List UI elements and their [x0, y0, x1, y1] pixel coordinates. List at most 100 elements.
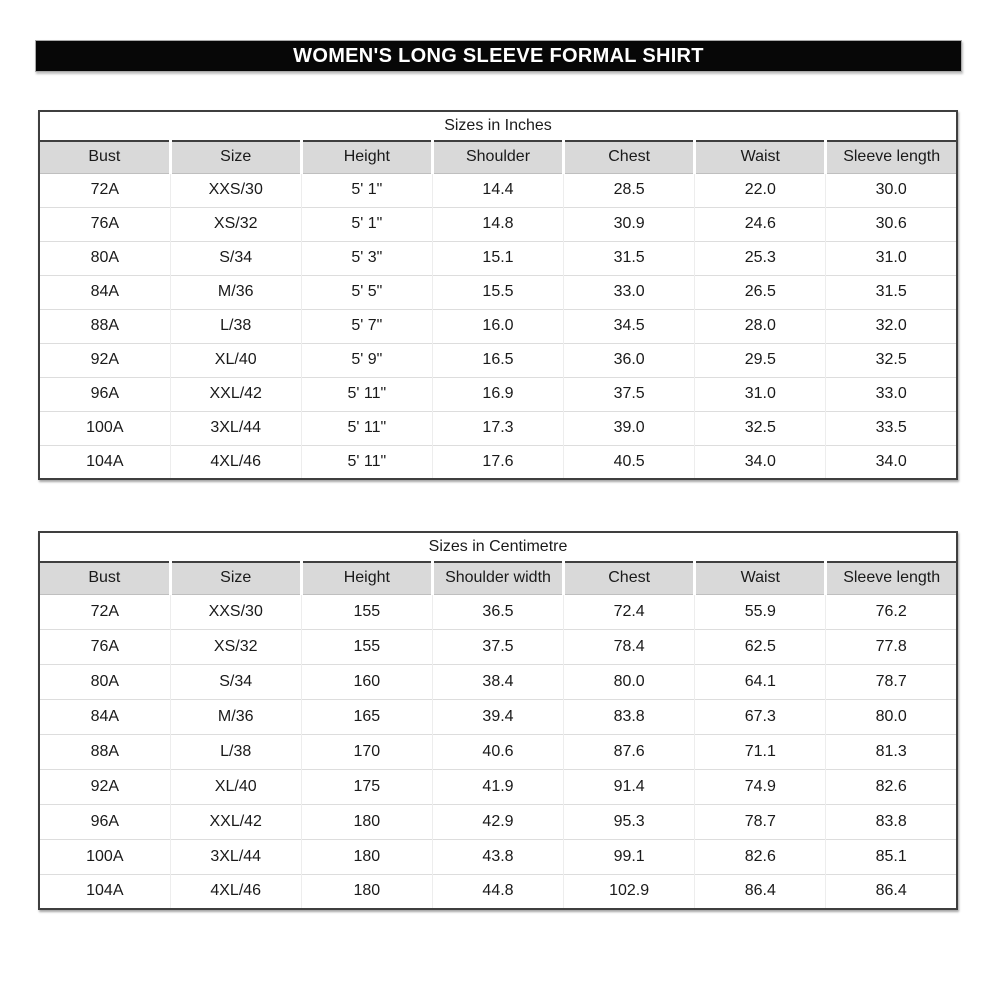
- table-cell: 100A: [39, 410, 171, 445]
- table-cell: M/36: [169, 698, 302, 734]
- title-banner: WOMEN'S LONG SLEEVE FORMAL SHIRT: [35, 40, 962, 72]
- table-cell: 16.5: [431, 342, 564, 377]
- table-caption: Sizes in Centimetre: [39, 532, 957, 563]
- table-cell: 33.5: [825, 410, 957, 445]
- table-cell: 83.8: [563, 698, 695, 734]
- table-cell: M/36: [169, 274, 302, 309]
- table-cell: 38.4: [431, 663, 564, 699]
- column-header-shoulder: Shoulder: [430, 141, 564, 174]
- table-cell: 29.5: [694, 342, 826, 377]
- table-cell: 92A: [39, 768, 171, 804]
- table-cell: 5' 11": [300, 410, 433, 445]
- table-cell: 30.6: [825, 206, 957, 241]
- table-cell: 34.5: [563, 308, 695, 343]
- table-row: 96A XXL/42 180 42.9 95.3 78.7 83.8: [39, 803, 957, 839]
- table-cell: 15.5: [431, 274, 564, 309]
- table-cell: 14.8: [431, 206, 564, 241]
- table-cell: 96A: [39, 803, 171, 839]
- table-cell: 15.1: [431, 240, 564, 275]
- table-cell: 175: [300, 768, 433, 804]
- table-cell: 41.9: [431, 768, 564, 804]
- column-header-bust: Bust: [39, 141, 171, 174]
- table-cell: 76A: [39, 628, 171, 664]
- column-header-height: Height: [299, 562, 433, 595]
- table-cell: 99.1: [563, 838, 695, 874]
- table-cell: 5' 9": [300, 342, 433, 377]
- table-cell: 30.9: [563, 206, 695, 241]
- table-cell: 74.9: [694, 768, 826, 804]
- table-cell: 32.5: [825, 342, 957, 377]
- table-cell: 31.5: [563, 240, 695, 275]
- table-cell: 31.5: [825, 274, 957, 309]
- table-cell: 72A: [90, 181, 120, 198]
- table-cell: 17.3: [431, 410, 564, 445]
- table-cell: 80A: [39, 663, 171, 699]
- table-cell: 81.3: [825, 733, 957, 769]
- table-cell: 86.4: [825, 873, 957, 909]
- table-row: 72A XXS/30 5' 1" 14.4 28.5 22.0 30.0: [39, 173, 957, 207]
- table-header-row: Bust Size Height Shoulder width Chest Waist Sl…: [39, 562, 957, 595]
- table-row: 80A S/34 5' 3" 15.1 31.5 25.3 31.0: [39, 240, 957, 275]
- table-cell: 16.0: [431, 308, 564, 343]
- sizes-in-centimetre-table: Sizes in Centimetre Bust Size Height Should…: [38, 531, 958, 910]
- table-cell: 67.3: [694, 698, 826, 734]
- table-cell: 85.1: [825, 838, 957, 874]
- column-header-size: Size: [168, 141, 302, 174]
- table-cell: 31.0: [694, 376, 826, 411]
- table-cell: 104A: [39, 444, 171, 479]
- table-row: 100A 3XL/44 5' 11" 17.3 39.0 32.5 33.5: [39, 410, 957, 445]
- column-header-sleeve-length: Sleeve length: [824, 141, 957, 174]
- table-row: 88A L/38 170 40.6 87.6 71.1 81.3: [39, 733, 957, 769]
- table-cell: XL/40: [169, 768, 302, 804]
- table-header-row: Bust Size Height Shoulder Chest Waist Sleeve l…: [39, 141, 957, 174]
- table-cell: 82.6: [825, 768, 957, 804]
- column-header-bust: Bust: [39, 562, 171, 595]
- table-cell: 37.5: [431, 628, 564, 664]
- table-cell: 36.5: [431, 594, 564, 629]
- table-cell: XS/32: [169, 628, 302, 664]
- table-cell: L/38: [169, 733, 302, 769]
- table-cell: 71.1: [694, 733, 826, 769]
- table-cell: 5' 11": [300, 444, 433, 479]
- table-cell: 3XL/44: [169, 410, 302, 445]
- table-cell: XXL/42: [169, 376, 302, 411]
- table-cell: 102.9: [563, 873, 695, 909]
- table-cell: 33.0: [563, 274, 695, 309]
- table-cell: 180: [300, 838, 433, 874]
- table-cell: 96A: [39, 376, 171, 411]
- table-cell: 39.4: [431, 698, 564, 734]
- table-row: 84A M/36 5' 5" 15.5 33.0 26.5 31.5: [39, 274, 957, 309]
- table-cell: 14.4: [431, 173, 564, 207]
- table-cell: 25.3: [694, 240, 826, 275]
- table-cell: S/34: [169, 663, 302, 699]
- table-row: 104A 4XL/46 5' 11" 17.6 40.5 34.0 34.0: [39, 444, 957, 479]
- table-cell: 80A: [39, 240, 171, 275]
- table-cell: 62.5: [694, 628, 826, 664]
- table-cell: 84A: [39, 698, 171, 734]
- table-row: 96A XXL/42 5' 11" 16.9 37.5 31.0 33.0: [39, 376, 957, 411]
- table-cell: 5' 1": [300, 173, 433, 207]
- table-cell: 180: [300, 873, 433, 909]
- column-header-waist: Waist: [693, 141, 826, 174]
- table-cell: 24.6: [694, 206, 826, 241]
- column-header-shoulder-width: Shoulder width: [430, 562, 564, 595]
- table-cell: 91.4: [563, 768, 695, 804]
- table-cell: XXL/42: [169, 803, 302, 839]
- table-cell: 16.9: [431, 376, 564, 411]
- table-cell: 104A: [39, 873, 171, 909]
- table-row: 72A XXS/30 155 36.5 72.4 55.9 76.2: [39, 594, 957, 629]
- table-cell: 43.8: [431, 838, 564, 874]
- table-row: 80A S/34 160 38.4 80.0 64.1 78.7: [39, 663, 957, 699]
- table-cell: 40.6: [431, 733, 564, 769]
- table-cell: 33.0: [825, 376, 957, 411]
- table-cell: 28.5: [563, 173, 695, 207]
- table-cell: 26.5: [694, 274, 826, 309]
- table-cell: 30.0: [825, 173, 957, 207]
- table-cell: 32.5: [694, 410, 826, 445]
- table-cell: 77.8: [825, 628, 957, 664]
- table-cell: 78.7: [825, 663, 957, 699]
- table-cell: 5' 7": [300, 308, 433, 343]
- table-cell: 80.0: [563, 663, 695, 699]
- table-row: 84A M/36 165 39.4 83.8 67.3 80.0: [39, 698, 957, 734]
